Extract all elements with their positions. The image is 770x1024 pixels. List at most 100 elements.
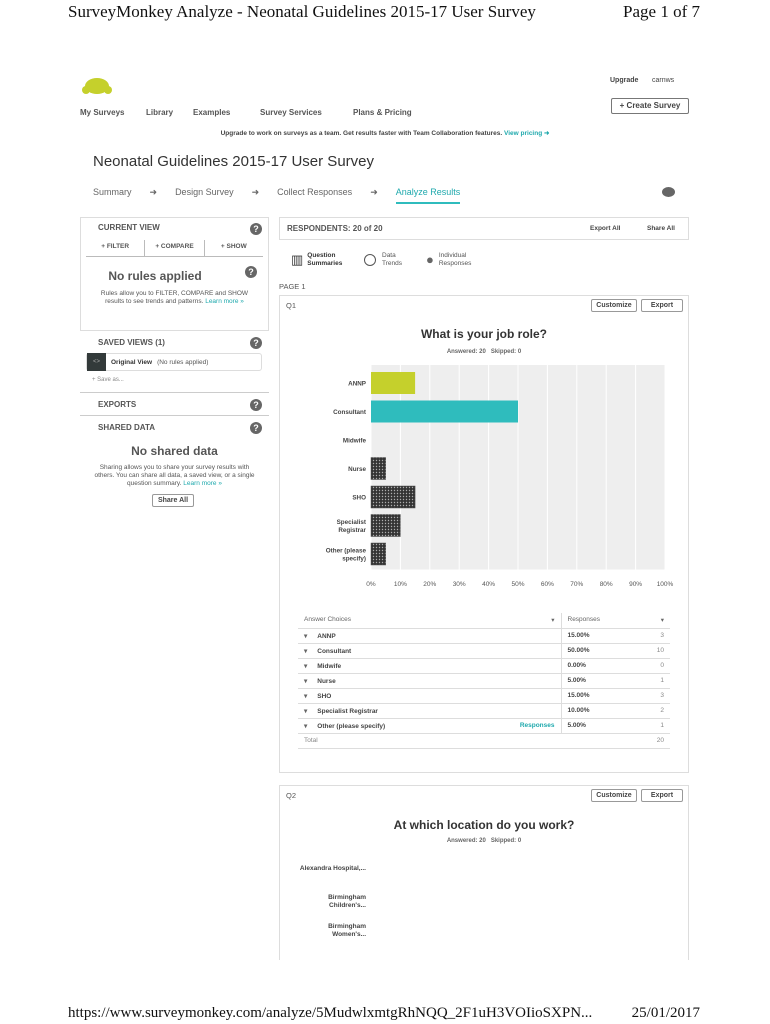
table-row: ▾ Consultant 50.00% 10 — [298, 643, 670, 659]
answer-choice[interactable]: ▾ Consultant — [298, 643, 562, 659]
answer-choice[interactable]: ▾ Specialist Registrar — [298, 703, 562, 719]
learn-more-link[interactable]: Learn more » — [183, 480, 222, 487]
arrow-icon: ➜ — [149, 187, 158, 197]
respondents-bar — [279, 217, 689, 240]
upgrade-link[interactable]: Upgrade — [610, 77, 639, 84]
responses-header[interactable]: Responses ▾ — [561, 613, 670, 629]
expand-icon[interactable]: ▾ — [304, 632, 308, 640]
bar-consultant[interactable] — [371, 400, 518, 423]
expand-icon[interactable]: ▾ — [304, 707, 308, 715]
nav-survey-services[interactable]: Survey Services — [260, 108, 322, 117]
q1-title: What is your job role? — [420, 327, 547, 341]
y-category-label: Specialist — [337, 519, 367, 526]
customize-button[interactable]: Customize — [591, 789, 637, 802]
table-row: ▾ Nurse 5.00% 1 — [298, 673, 670, 689]
response-count: 1 — [631, 718, 670, 734]
chat-icon[interactable] — [662, 187, 675, 197]
bar-nurse[interactable] — [370, 457, 386, 480]
nav-library[interactable]: Library — [146, 108, 174, 117]
bar-other-please-specify-[interactable] — [370, 542, 386, 566]
q1-number: Q1 — [286, 301, 297, 310]
current-view-heading: CURRENT VIEW — [98, 223, 160, 232]
share-all-button[interactable]: Share All — [152, 494, 194, 507]
help-icon[interactable]: ? — [245, 266, 257, 278]
expand-icon[interactable]: ▾ — [304, 677, 308, 685]
save-as-link[interactable]: + Save as... — [92, 377, 124, 383]
user-menu[interactable]: carnws — [652, 77, 675, 84]
answer-choice[interactable]: ▾ Nurse — [298, 673, 562, 689]
expand-icon[interactable]: ▾ — [304, 647, 308, 655]
response-percent: 0.00% — [561, 658, 632, 674]
step-summary[interactable]: Summary — [93, 187, 132, 197]
step-analyze-results[interactable]: Analyze Results — [395, 187, 461, 204]
bar-specialist-registrar[interactable] — [370, 514, 401, 537]
view-pricing-link[interactable]: View pricing ➜ — [504, 130, 550, 137]
export-button[interactable]: Export — [641, 789, 683, 802]
response-count: 3 — [631, 688, 670, 704]
bar-chart-icon: ▥ — [291, 252, 304, 267]
nav-my-surveys[interactable]: My Surveys — [80, 108, 125, 117]
nav-plans-pricing[interactable]: Plans & Pricing — [353, 108, 412, 117]
answer-choice[interactable]: ▾ Other (please specify) Responses — [298, 718, 562, 734]
bar-sho[interactable] — [370, 485, 416, 509]
answer-choice[interactable]: ▾ Midwife — [298, 658, 562, 674]
responses-link[interactable]: Responses — [519, 721, 555, 729]
x-tick-label: 0% — [366, 581, 376, 588]
y-category-label: SHO — [352, 495, 366, 502]
saved-views-heading: SAVED VIEWS (1) — [98, 338, 165, 347]
nav-examples[interactable]: Examples — [193, 108, 231, 117]
create-survey-button[interactable]: + Create Survey — [611, 98, 689, 114]
learn-more-link[interactable]: Learn more » — [205, 298, 244, 305]
q2-number: Q2 — [286, 791, 297, 800]
document-title: SurveyMonkey Analyze - Neonatal Guidelin… — [68, 2, 536, 21]
expand-icon[interactable]: ▾ — [304, 692, 308, 700]
answer-choice[interactable]: ▾ SHO — [298, 688, 562, 704]
step-collect-responses[interactable]: Collect Responses — [277, 187, 353, 197]
expand-icon[interactable]: ▾ — [304, 722, 308, 730]
answered-count: Answered: 20 — [446, 838, 486, 844]
help-icon[interactable]: ? — [250, 422, 262, 434]
response-percent: 5.00% — [561, 718, 632, 734]
expand-icon[interactable]: ▾ — [304, 662, 308, 670]
x-tick-label: 70% — [570, 581, 583, 588]
rules-description: Rules allow you to FILTER, COMPARE and S… — [100, 290, 249, 305]
page-label: PAGE 1 — [279, 282, 306, 291]
person-icon: ● — [426, 252, 434, 267]
help-icon[interactable]: ? — [250, 399, 262, 411]
step-design-survey[interactable]: Design Survey — [175, 187, 234, 197]
help-icon[interactable]: ? — [250, 223, 262, 235]
original-view-item[interactable]: <> Original View (No rules applied) — [86, 353, 262, 371]
bar-annp[interactable] — [371, 372, 416, 394]
export-all-link[interactable]: Export All — [590, 225, 621, 232]
x-tick-label: 50% — [511, 581, 524, 588]
exports-heading[interactable]: EXPORTS — [98, 400, 137, 409]
customize-button[interactable]: Customize — [591, 299, 637, 312]
table-row: ▾ Specialist Registrar 10.00% 2 — [298, 703, 670, 719]
table-row: ▾ Other (please specify) Responses 5.00% 1 — [298, 718, 670, 734]
q1-answer-stats: Answered: 20 Skipped: 0 — [279, 349, 689, 355]
q2-answer-stats: Answered: 20 Skipped: 0 — [279, 838, 689, 844]
compare-button[interactable]: + COMPARE — [145, 240, 205, 256]
answer-choices-header[interactable]: Answer Choices ▾ — [298, 613, 562, 629]
help-icon[interactable]: ? — [250, 337, 262, 349]
tab-individual-responses[interactable]: ● Individual Responses — [426, 252, 484, 268]
show-button[interactable]: + SHOW — [220, 243, 247, 250]
share-all-link[interactable]: Share All — [647, 225, 675, 232]
response-percent: 10.00% — [561, 703, 632, 719]
filter-button[interactable]: + FILTER — [86, 240, 146, 256]
tab-label: Individual Responses — [438, 252, 472, 267]
x-tick-label: 10% — [394, 581, 407, 588]
tab-data-trends[interactable]: Data Trends — [364, 252, 404, 268]
x-tick-label: 90% — [629, 581, 642, 588]
tab-question-summaries[interactable]: ▥ Question Summaries — [291, 252, 347, 268]
q2-category-label: Alexandra Hospital,... — [299, 865, 366, 872]
skipped-count: Skipped: 0 — [490, 349, 522, 355]
answer-choice[interactable]: ▾ ANNP — [298, 628, 562, 644]
q2-category-label: Birmingham Children's... — [328, 894, 366, 909]
original-view-note: (No rules applied) — [157, 358, 209, 366]
arrow-icon: ➜ — [251, 187, 260, 197]
response-count: 10 — [631, 643, 670, 659]
export-button[interactable]: Export — [641, 299, 683, 312]
surveymonkey-logo[interactable] — [82, 74, 112, 96]
